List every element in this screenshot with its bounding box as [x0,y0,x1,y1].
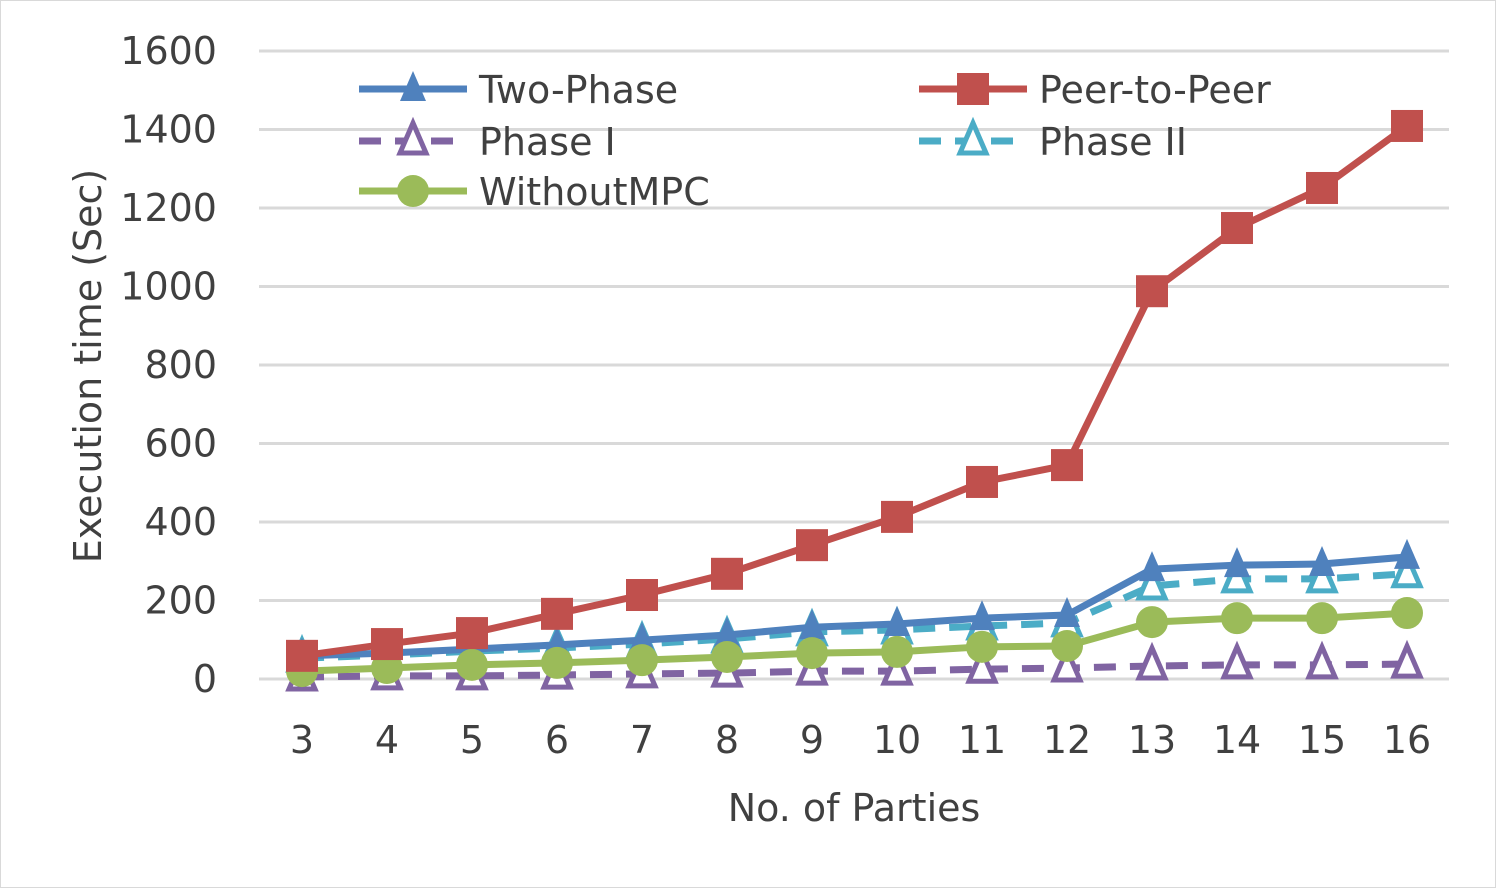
data-point [1221,212,1253,245]
x-tick-label: 3 [290,718,314,762]
x-tick-label: 15 [1298,718,1346,762]
data-point [1051,630,1083,663]
legend-marker [956,116,990,156]
legend-label: Peer-to-Peer [1039,68,1271,112]
data-point [1136,606,1168,639]
legend-label: Phase I [479,120,616,164]
y-tick-label: 1400 [120,108,217,152]
data-point [629,622,655,653]
series-line [301,660,1408,681]
data-point [966,630,998,663]
x-tick-label: 8 [715,718,739,762]
data-point [711,557,743,590]
data-point [541,597,573,630]
data-point [1306,602,1338,635]
y-tick-label: 1000 [120,265,217,309]
data-point [1135,561,1169,601]
legend-label: WithoutMPC [479,170,710,214]
x-tick-label: 5 [460,718,484,762]
data-point [456,648,488,681]
data-point [626,644,658,677]
data-point [966,465,998,498]
x-tick-label: 13 [1128,718,1176,762]
x-tick-label: 12 [1043,718,1091,762]
x-tick-label: 9 [800,718,824,762]
data-point [881,500,913,533]
data-point [796,637,828,670]
legend-item: Peer-to-Peer [919,68,1271,112]
legend-marker [396,116,430,156]
data-point [1050,643,1084,683]
data-point [1309,545,1335,576]
data-point [1390,639,1424,679]
data-point [1054,597,1080,628]
legend-item: Two-Phase [359,68,678,112]
data-point [711,641,743,674]
data-point [371,628,403,661]
x-tick-label: 16 [1383,718,1431,762]
legend-label: Phase II [1039,120,1187,164]
data-point [456,617,488,650]
y-tick-label: 0 [193,657,217,701]
data-point [1391,597,1423,630]
y-tick-label: 400 [144,500,217,544]
x-tick-label: 11 [958,718,1006,762]
x-tick-label: 10 [873,718,921,762]
legend-item: Phase II [919,116,1187,164]
y-axis-label: Execution time (Sec) [66,169,110,564]
y-tick-label: 1600 [120,29,217,73]
data-point [1390,549,1424,589]
data-point [1305,640,1339,680]
data-point [881,635,913,668]
data-point [541,646,573,679]
data-point [1139,551,1165,582]
data-point [1135,641,1169,681]
y-tick-label: 600 [144,422,217,466]
x-axis-label: No. of Parties [728,786,981,830]
legend-marker [400,71,426,101]
x-tick-label: 6 [545,718,569,762]
data-point [1306,171,1338,204]
y-tick-label: 1200 [120,186,217,230]
y-tick-label: 800 [144,343,217,387]
data-point [796,529,828,562]
data-point [1220,640,1254,680]
data-point [626,579,658,612]
data-point [969,600,995,631]
data-point [880,646,914,686]
data-point [714,617,740,648]
data-point [1391,109,1423,142]
data-point [965,644,999,684]
data-point [1221,602,1253,635]
data-point [799,609,825,640]
legend-item: Phase I [359,116,616,164]
legend-marker [397,175,429,207]
y-tick-label: 200 [144,579,217,623]
legend-label: Two-Phase [478,68,678,112]
legend-item: WithoutMPC [359,170,710,214]
data-point [1394,538,1420,569]
legend-marker [957,73,989,105]
data-point [1136,275,1168,308]
data-point [884,606,910,637]
data-point [1051,449,1083,482]
data-point [286,639,318,672]
x-tick-label: 14 [1213,718,1261,762]
x-tick-label: 7 [630,718,654,762]
data-point [1224,547,1250,578]
series-peer-to-peer [286,109,1423,672]
x-tick-label: 4 [375,718,399,762]
